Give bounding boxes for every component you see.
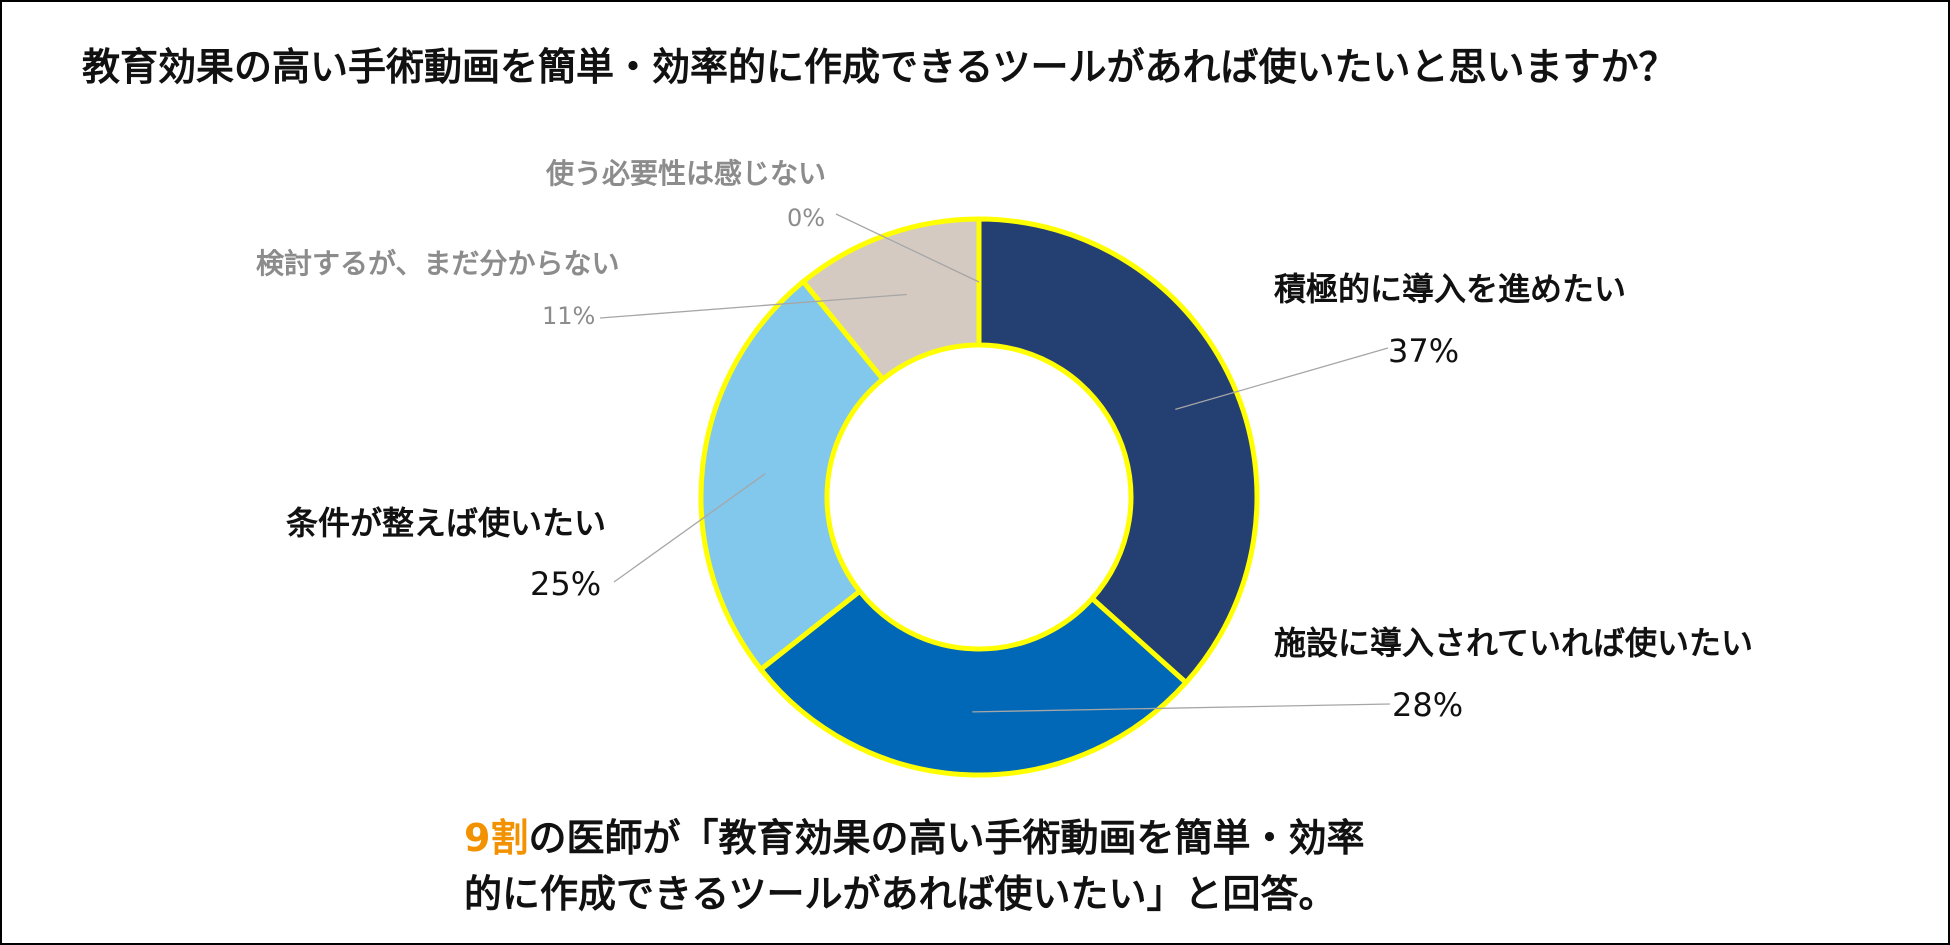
slice-value-3: 11% [542, 302, 596, 330]
slice-label-1: 施設に導入されていれば使いたい [1274, 624, 1754, 662]
slice-value-4: 0% [787, 204, 826, 232]
summary-caption: 9割の医師が「教育効果の高い手術動画を簡単・効率 的に作成できるツールがあれば使… [464, 810, 1564, 922]
slice-value-1: 28% [1392, 686, 1464, 724]
slice-value-0: 37% [1388, 332, 1460, 370]
slice-value-2: 25% [530, 565, 602, 603]
slice-label-2: 条件が整えば使いたい [286, 504, 607, 542]
leader-line-0 [1175, 347, 1389, 410]
slice-label-4: 使う必要性は感じない [546, 157, 827, 190]
leader-line-1 [972, 703, 1391, 713]
caption-line2: 的に作成できるツールがあれば使いたい」と回答。 [464, 872, 1337, 916]
slice-label-0: 積極的に導入を進めたい [1274, 270, 1627, 308]
leader-line-3 [599, 293, 907, 319]
donut-slice-3 [799, 216, 982, 383]
donut-slice-1 [757, 587, 1190, 778]
slice-label-3: 検討するが、まだ分からない [256, 247, 620, 280]
leader-line-2 [613, 473, 766, 583]
leader-line-4 [835, 213, 980, 283]
caption-highlight: 9割 [464, 816, 529, 860]
donut-slice-2 [698, 278, 887, 673]
donut-slice-0 [976, 216, 1260, 687]
caption-line1: の医師が「教育効果の高い手術動画を簡単・効率 [528, 816, 1365, 860]
chart-title: 教育効果の高い手術動画を簡単・効率的に作成できるツールがあれば使いたいと思います… [82, 45, 1677, 89]
